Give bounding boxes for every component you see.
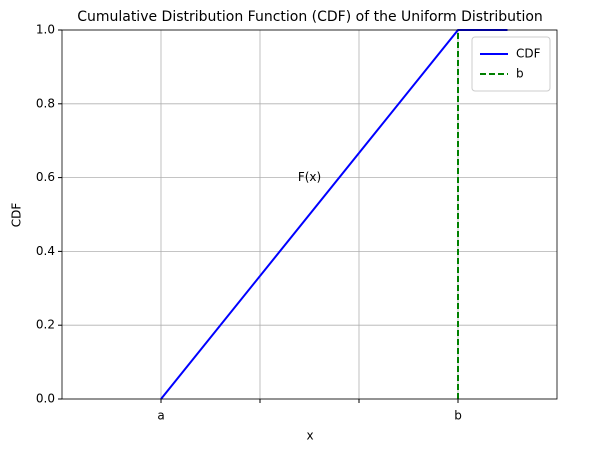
y-tick-label: 0.6: [36, 170, 55, 184]
y-axis-label: CDF: [10, 203, 24, 228]
chart-title: Cumulative Distribution Function (CDF) o…: [77, 9, 543, 25]
annotation: F(x): [298, 170, 321, 184]
legend-label: CDF: [516, 47, 541, 61]
y-tick-label: 0.4: [36, 244, 55, 258]
data-line: [160, 29, 508, 400]
y-tick-label: 0.0: [36, 392, 55, 406]
x-tick-label: a: [157, 409, 164, 423]
legend-box: [471, 36, 551, 92]
x-axis-label: x: [306, 429, 313, 443]
legend-label: b: [516, 67, 524, 81]
axes-frame: [61, 29, 558, 400]
y-tick-label: 1.0: [36, 23, 55, 37]
y-tick-label: 0.8: [36, 96, 55, 110]
x-tick-label: b: [454, 409, 462, 423]
y-tick-label: 0.2: [36, 318, 55, 332]
